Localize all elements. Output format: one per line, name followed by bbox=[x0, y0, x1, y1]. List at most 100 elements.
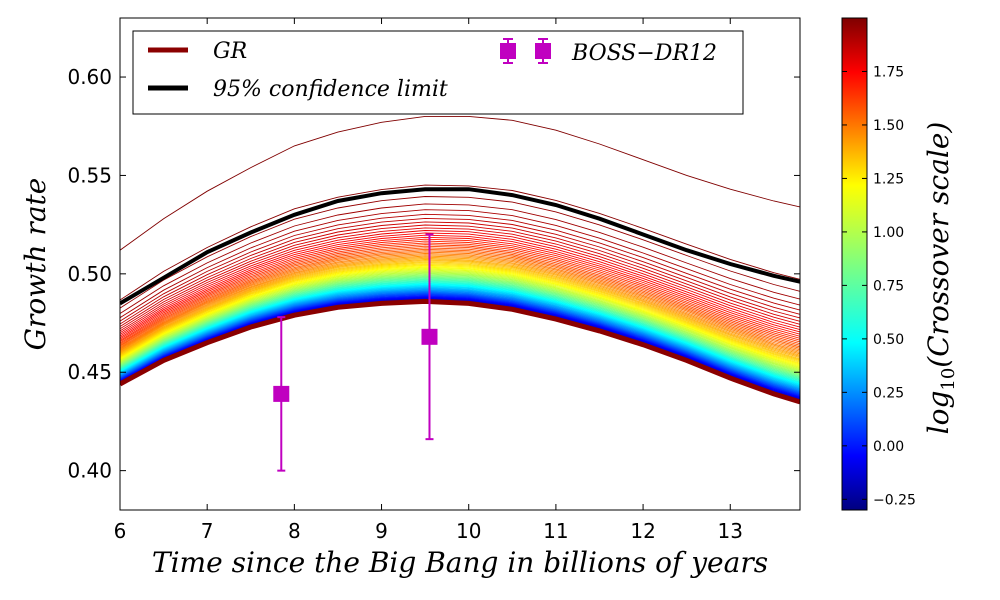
colorbar: −0.25 0.00 0.25 0.50 0.75 1.00 1.25 1.50 1.75 lo… bbox=[841, 17, 959, 511]
legend-box bbox=[132, 30, 744, 115]
colorbar-tick-label: 0.00 bbox=[873, 439, 904, 455]
legend-boss-label: BOSS−DR12 bbox=[571, 41, 717, 66]
legend: GR 95% confidence limit BOSS−DR12 bbox=[132, 30, 744, 115]
model-curve bbox=[120, 271, 800, 372]
model-curve bbox=[120, 277, 800, 378]
model-curve bbox=[120, 285, 800, 386]
model-curve bbox=[120, 273, 800, 373]
model-curve bbox=[120, 256, 800, 356]
model-curve bbox=[120, 275, 800, 376]
model-curve bbox=[120, 257, 800, 357]
model-curve bbox=[120, 230, 800, 334]
model-curve bbox=[120, 276, 800, 377]
model-curve bbox=[120, 277, 800, 378]
legend-confidence-label: 95% confidence limit bbox=[213, 77, 448, 102]
confidence-limit-line bbox=[120, 187, 800, 306]
colorbar-tick-label: 0.25 bbox=[873, 385, 904, 401]
model-curve bbox=[120, 224, 800, 330]
x-tick-label: 11 bbox=[543, 519, 568, 543]
model-curve bbox=[120, 290, 800, 392]
model-curve bbox=[120, 287, 800, 389]
model-curve bbox=[120, 232, 800, 335]
plot-frame bbox=[119, 17, 801, 511]
y-tick-label: 0.55 bbox=[67, 163, 112, 187]
model-curve bbox=[120, 281, 800, 382]
model-curve bbox=[120, 250, 800, 349]
model-curve bbox=[120, 279, 800, 381]
model-curve bbox=[120, 260, 800, 360]
model-curve bbox=[120, 203, 800, 314]
legend-gr-label: GR bbox=[213, 39, 247, 64]
model-curve bbox=[120, 286, 800, 387]
colorbar-tick-label: 0.50 bbox=[873, 332, 904, 348]
y-tick-label: 0.50 bbox=[67, 262, 112, 286]
legend-boss-swatch bbox=[500, 38, 551, 64]
y-tick-label: 0.40 bbox=[67, 459, 112, 483]
model-curve bbox=[120, 234, 800, 337]
model-curve bbox=[120, 184, 800, 301]
model-curve bbox=[120, 265, 800, 365]
model-curve bbox=[120, 264, 800, 364]
model-curve bbox=[120, 217, 800, 325]
y-tick-label: 0.45 bbox=[67, 360, 112, 384]
model-curve bbox=[120, 254, 800, 354]
model-curves bbox=[120, 115, 800, 403]
model-curve bbox=[120, 262, 800, 362]
model-curve bbox=[120, 282, 800, 383]
x-tick-label: 13 bbox=[718, 519, 743, 543]
model-curve bbox=[120, 245, 800, 345]
colorbar-tick-label: 1.50 bbox=[873, 118, 904, 134]
model-curve bbox=[120, 284, 800, 385]
model-curve bbox=[120, 267, 800, 367]
model-curve bbox=[120, 283, 800, 384]
model-curve bbox=[120, 213, 800, 322]
colorbar-tick-label: 1.75 bbox=[873, 64, 904, 80]
x-tick-label: 9 bbox=[375, 519, 388, 543]
model-curve bbox=[120, 269, 800, 370]
model-curve bbox=[120, 279, 800, 380]
colorbar-ticks: −0.25 0.00 0.25 0.50 0.75 1.00 1.25 1.50 1.75 bbox=[842, 64, 916, 508]
y-axis-label: Growth rate bbox=[19, 178, 52, 351]
y-tick-label: 0.60 bbox=[67, 65, 112, 89]
colorbar-tick-label: −0.25 bbox=[873, 492, 916, 508]
model-curve bbox=[120, 255, 800, 355]
x-axis-label: Time since the Big Bang in billions of y… bbox=[152, 546, 768, 579]
x-tick-label: 6 bbox=[114, 519, 127, 543]
colorbar-label: log10(Crossover scale) bbox=[922, 122, 959, 435]
model-curve bbox=[120, 268, 800, 369]
model-curve bbox=[120, 288, 800, 390]
model-curve bbox=[120, 266, 800, 366]
model-curve bbox=[120, 263, 800, 363]
model-curve bbox=[120, 252, 800, 352]
model-curve bbox=[120, 283, 800, 385]
data-point-marker bbox=[273, 385, 290, 402]
x-tick-label: 8 bbox=[288, 519, 301, 543]
model-curve bbox=[120, 244, 800, 344]
model-curve bbox=[120, 247, 800, 346]
model-curve bbox=[120, 259, 800, 359]
x-tick-label: 7 bbox=[201, 519, 214, 543]
model-curve bbox=[120, 281, 800, 383]
model-curve bbox=[120, 280, 800, 381]
model-curve bbox=[120, 227, 800, 332]
model-curve bbox=[120, 286, 800, 388]
colorbar-tick-label: 1.25 bbox=[873, 171, 904, 187]
boss-dr12-points bbox=[273, 233, 438, 472]
colorbar-tick-label: 0.75 bbox=[873, 278, 904, 294]
model-curve bbox=[120, 261, 800, 361]
x-tick-label: 12 bbox=[630, 519, 655, 543]
model-curve bbox=[120, 240, 800, 341]
model-curve bbox=[120, 209, 800, 319]
model-curve bbox=[120, 274, 800, 375]
model-curve bbox=[120, 196, 800, 309]
model-curve bbox=[120, 272, 800, 373]
model-curve bbox=[120, 115, 800, 251]
main-lines bbox=[120, 187, 800, 405]
model-curve bbox=[120, 270, 800, 371]
colorbar-tick-label: 1.00 bbox=[873, 225, 904, 241]
model-curve bbox=[120, 268, 800, 368]
model-curve bbox=[120, 285, 800, 387]
gr-line bbox=[120, 298, 800, 405]
model-curve bbox=[120, 238, 800, 340]
